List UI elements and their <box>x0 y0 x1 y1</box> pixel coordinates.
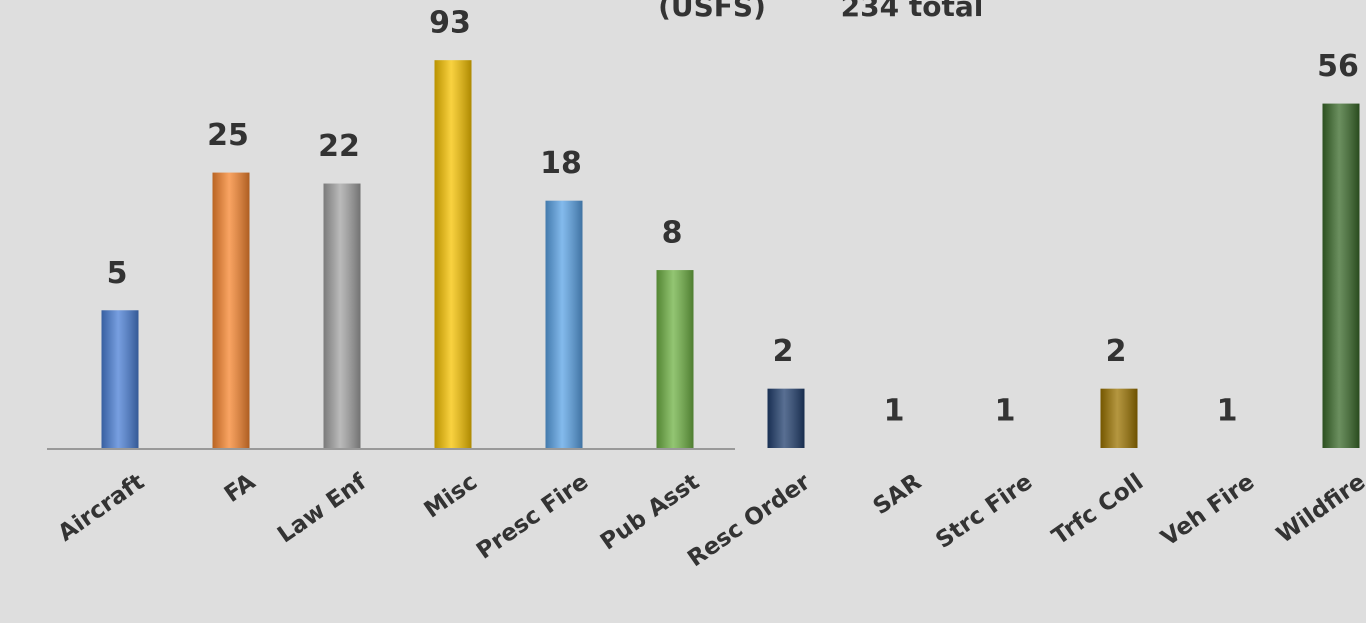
value-label: 1 <box>884 394 905 429</box>
value-label: 1 <box>995 394 1016 429</box>
x-tick-label: Veh Fire <box>1157 469 1260 552</box>
x-tick-label: Law Enf <box>273 468 372 548</box>
x-tick-label: Aircraft <box>54 469 150 547</box>
chart-title: (USFS) <box>658 0 766 23</box>
bar-shade <box>1100 388 1138 448</box>
value-label: 5 <box>107 256 128 291</box>
value-label: 18 <box>540 146 582 181</box>
bar-shade <box>101 310 139 448</box>
x-tick-label: Presc Fire <box>472 469 593 565</box>
bar-shade <box>323 183 361 448</box>
chart-subtitle: 234 total <box>841 0 984 23</box>
x-tick-label: Strc Fire <box>931 469 1037 554</box>
x-tick-label: Pub Asst <box>596 469 704 556</box>
value-label: 8 <box>662 216 683 251</box>
bar-shade <box>545 200 583 448</box>
value-label: 2 <box>1106 334 1127 369</box>
value-label: 2 <box>773 334 794 369</box>
bar-shade <box>212 172 250 448</box>
value-label: 1 <box>1217 394 1238 429</box>
x-tick-label: Wildfire <box>1272 469 1366 549</box>
x-tick-label: Resc Order <box>683 469 816 573</box>
x-tick-label: FA <box>220 469 260 508</box>
x-tick-label: Misc <box>420 469 483 524</box>
value-label: 25 <box>207 118 249 153</box>
x-tick-label: Trfc Coll <box>1048 469 1149 550</box>
bar-shade <box>434 60 472 448</box>
bar-shade <box>1322 103 1360 448</box>
bar-shade <box>767 388 805 448</box>
value-label: 56 <box>1317 49 1359 84</box>
x-tick-label: SAR <box>869 469 927 520</box>
value-label: 93 <box>429 6 471 41</box>
value-label: 22 <box>318 129 360 164</box>
bar-shade <box>656 270 694 448</box>
